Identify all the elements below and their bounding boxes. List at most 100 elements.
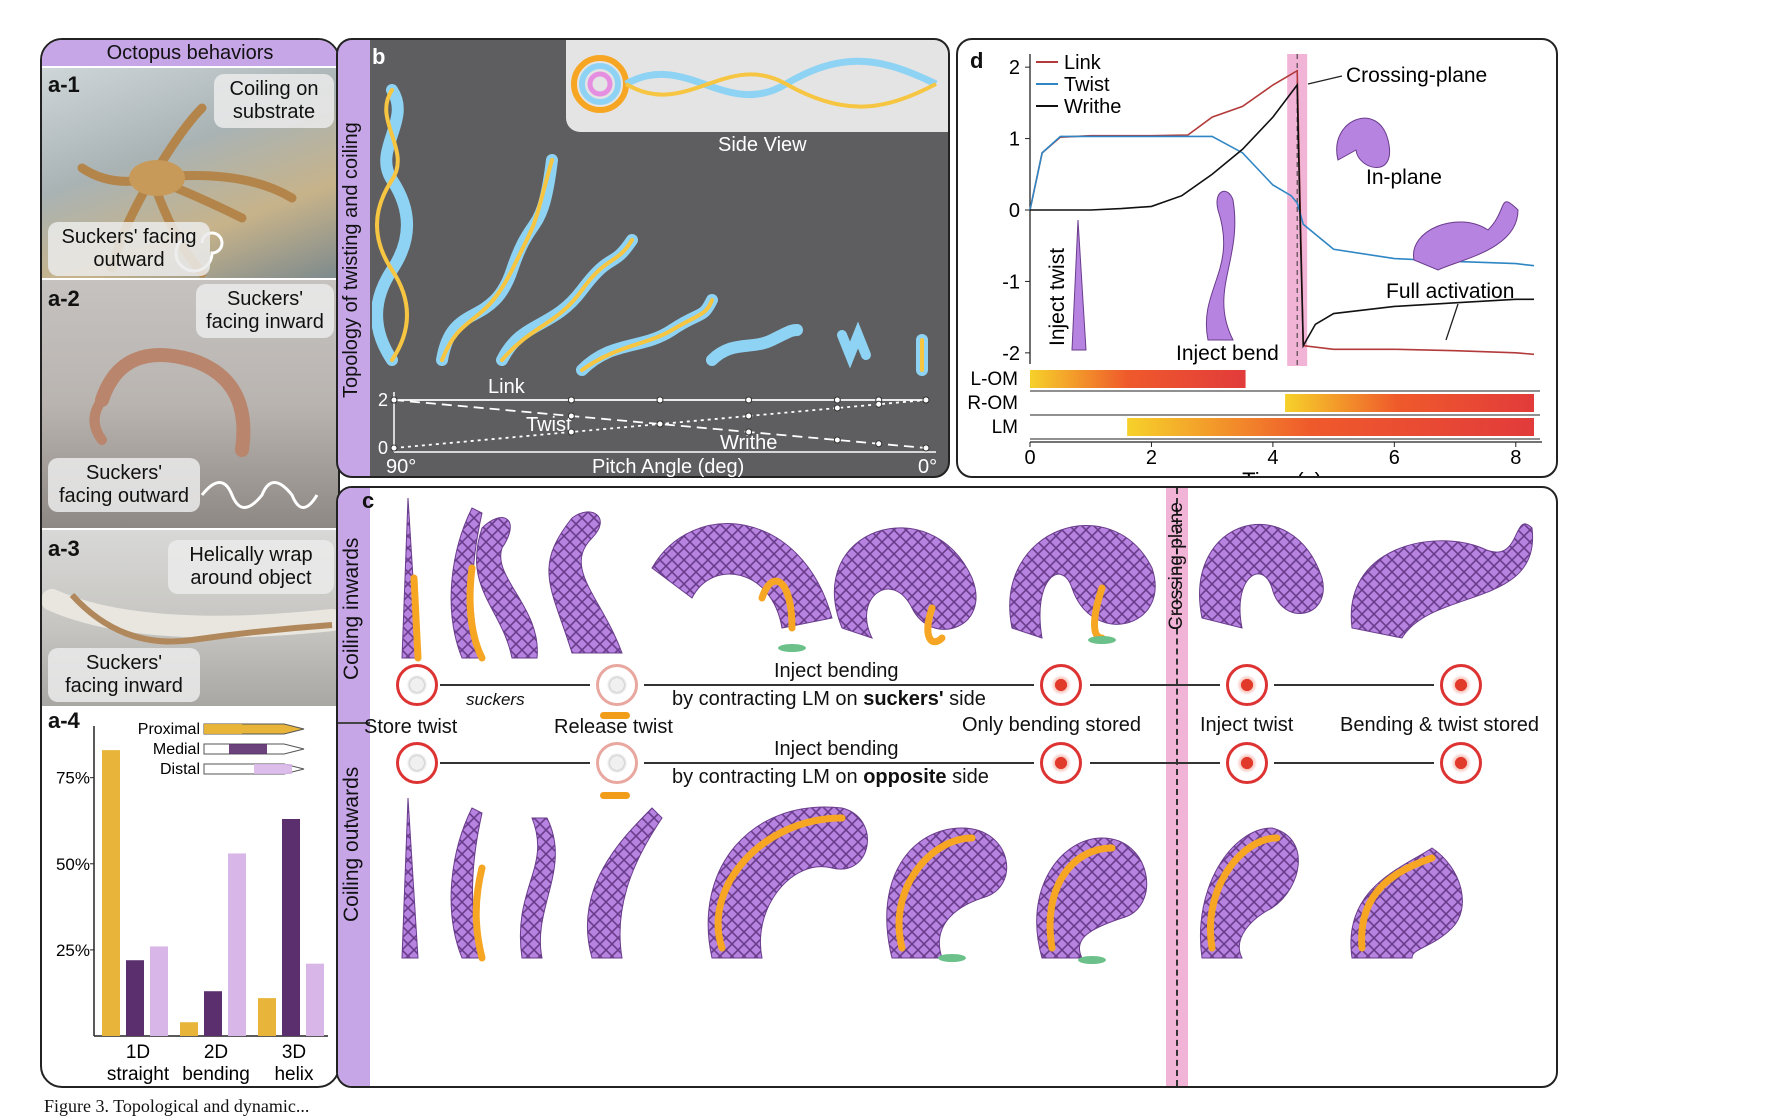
bar-proximal — [102, 750, 120, 1036]
state-icon-bending-twist-bottom — [1440, 742, 1482, 784]
bar-proximal — [258, 998, 276, 1036]
label-a4: a-4 — [48, 708, 80, 733]
bar-y-tick-label: 50% — [56, 855, 90, 874]
caption-a3-bottom: Suckers' facing inward — [48, 648, 200, 702]
pitch-marker — [745, 412, 753, 420]
only-bending-label: Only bending stored — [962, 714, 1142, 736]
activation-label: L-OM — [971, 369, 1019, 390]
time-y-tick-label: 1 — [1009, 129, 1020, 151]
bar-proximal — [180, 1022, 198, 1036]
activation-label: R-OM — [967, 393, 1018, 414]
arrow-line-bottom-2 — [644, 762, 1034, 764]
bar-y-tick-label: 75% — [56, 769, 90, 788]
tentacle-illustrations — [401, 497, 1534, 964]
pitch-marker — [567, 396, 575, 404]
annotation-in-plane: In-plane — [1366, 166, 1442, 189]
pitch-xlabel: Pitch Angle (deg) — [592, 456, 745, 478]
pitch-marker — [833, 404, 841, 412]
activation-bar-l-om — [1030, 370, 1246, 388]
panel-b-vertical-title: Topology of twisting and coiling — [340, 122, 362, 398]
bar-category-label: helix — [274, 1064, 314, 1085]
time-y-tick-label: 0 — [1009, 200, 1020, 222]
time-legend-label: Twist — [1064, 74, 1110, 96]
contract-prefix-bottom: by contracting LM on — [672, 766, 858, 788]
time-x-tick-label: 2 — [1146, 447, 1157, 469]
annotation-full-activation: Full activation — [1386, 280, 1514, 303]
contract-line-bottom: by contracting LM on opposite side — [672, 766, 989, 789]
arrow-line-bottom-1 — [440, 762, 590, 764]
pitch-marker — [922, 444, 930, 452]
inject-twist-label-c: Inject twist — [1200, 714, 1294, 736]
arrow-line-bottom-4 — [1274, 762, 1434, 764]
pitch-marker — [745, 428, 753, 436]
bar-medial — [204, 991, 222, 1036]
label-a1: a-1 — [48, 72, 80, 97]
pitch-marker — [875, 440, 883, 448]
time-y-tick-label: 2 — [1009, 57, 1020, 79]
bar-legend-fill — [229, 744, 267, 754]
inject-bending-label-bottom: Inject bending — [774, 738, 899, 760]
bar-legend-fill — [204, 724, 242, 734]
tentacle-glyph — [1413, 201, 1519, 271]
suckers-marker-bottom — [600, 792, 630, 799]
tentacle-glyph — [1206, 190, 1236, 341]
contract-suffix-top: side — [949, 688, 986, 710]
pitch-line-twist — [393, 399, 927, 449]
pitch-chart: 20 — [378, 390, 936, 458]
time-x-tick-label: 0 — [1024, 447, 1035, 469]
contract-side-suckers: suckers' — [863, 688, 944, 710]
caption-a2-bottom: Suckers' facing outward — [48, 458, 200, 512]
label-c: c — [362, 488, 375, 513]
time-y-tick-label: -1 — [1002, 271, 1020, 293]
row-label-top: Coiling inwards — [340, 537, 363, 680]
label-a2: a-2 — [48, 286, 80, 311]
pitch-marker — [567, 428, 575, 436]
pitch-marker — [922, 396, 930, 404]
annotation-inject-twist: Inject twist — [1046, 248, 1069, 346]
state-icon-bending-twist-top — [1440, 664, 1482, 706]
bending-twist-label: Bending & twist stored — [1340, 714, 1539, 736]
helix-illustrations — [372, 84, 928, 376]
panel-a-title-bar: Octopus behaviors — [42, 40, 338, 66]
side-view-label: Side View — [718, 134, 807, 156]
row-label-bottom: Coiling outwards — [340, 766, 363, 922]
bar-category-label: straight — [107, 1064, 170, 1085]
curve-label-link: Link — [488, 376, 525, 398]
arrow-line-top-2 — [644, 684, 1034, 686]
label-b: b — [372, 44, 386, 69]
tentacle-glyph — [1071, 219, 1087, 351]
state-icon-inject-twist-top — [1226, 664, 1268, 706]
contract-line-top: by contracting LM on suckers' side — [672, 688, 986, 711]
store-twist-label: Store twist — [364, 716, 458, 738]
pitch-marker — [656, 420, 664, 428]
pitch-marker — [833, 436, 841, 444]
time-x-tick-label: 6 — [1389, 447, 1400, 469]
arrow-line-top-4 — [1274, 684, 1434, 686]
panel-c-side-band — [338, 488, 370, 1086]
time-x-tick-label: 4 — [1267, 447, 1278, 469]
pitch-marker — [390, 396, 398, 404]
state-icon-release-twist-top — [596, 664, 638, 706]
side-view-illustration — [571, 55, 938, 113]
bar-medial — [282, 819, 300, 1036]
tentacle-glyph — [1336, 117, 1391, 168]
pitch-marker — [745, 396, 753, 404]
bar-legend-label: Proximal — [138, 721, 200, 738]
contract-prefix-top: by contracting LM on — [672, 688, 858, 710]
pitch-marker — [390, 444, 398, 452]
contract-suffix-bottom: side — [952, 766, 989, 788]
activation-label: LM — [992, 417, 1018, 438]
caption-a2-top: Suckers' facing inward — [196, 284, 334, 338]
pitch-x-end: 0° — [918, 456, 938, 478]
curve-label-writhe: Writhe — [720, 432, 778, 454]
bar-category-label: 2D — [204, 1042, 228, 1063]
time-x-label: Time (s) — [1242, 468, 1322, 476]
caption-a1-top: Coiling on substrate — [214, 74, 334, 128]
figure-caption: Figure 3. Topological and dynamic... — [44, 1096, 310, 1116]
state-icon-only-bending-top — [1040, 664, 1082, 706]
time-x-tick-label: 8 — [1510, 447, 1521, 469]
pitch-y-tick: 0 — [378, 438, 388, 458]
bar-legend-label: Distal — [160, 761, 200, 778]
